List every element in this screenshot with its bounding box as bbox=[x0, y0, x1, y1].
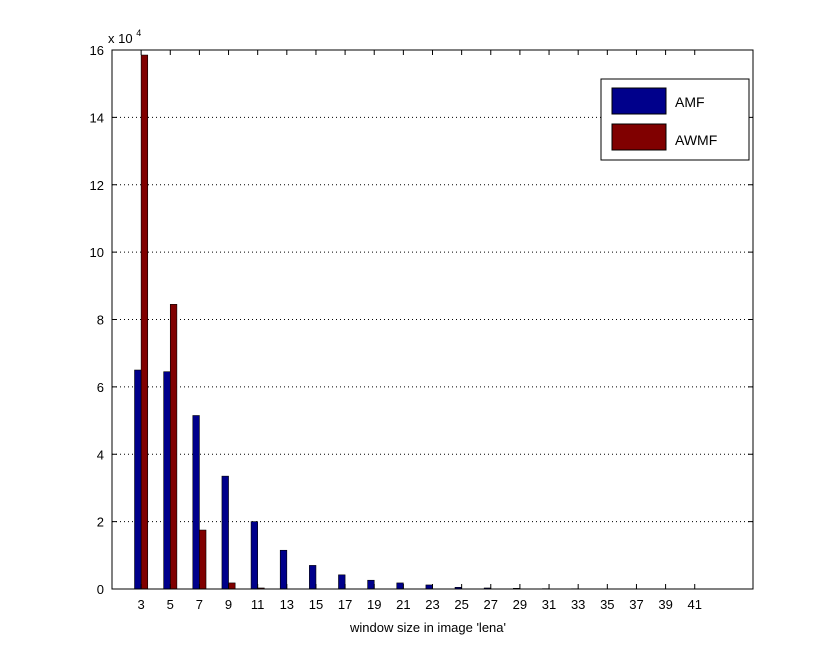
y-tick-label: 0 bbox=[97, 582, 104, 597]
x-tick-label: 9 bbox=[225, 597, 232, 612]
bar-amf-7 bbox=[192, 415, 200, 590]
x-tick-label: 11 bbox=[251, 597, 265, 612]
x-tick-label: 39 bbox=[658, 597, 672, 612]
bar-amf-23 bbox=[425, 584, 433, 590]
y-multiplier: x 10 4 bbox=[108, 28, 141, 46]
bar-amf-17 bbox=[338, 574, 346, 590]
bar-amf-19 bbox=[367, 579, 375, 590]
x-tick-label: 13 bbox=[280, 597, 294, 612]
bar-amf-15 bbox=[309, 565, 317, 590]
x-tick-label: 3 bbox=[138, 597, 145, 612]
y-tick-label: 12 bbox=[90, 178, 104, 193]
bar-amf-9 bbox=[221, 475, 229, 590]
x-tick-label: 19 bbox=[367, 597, 381, 612]
x-tick-label: 37 bbox=[629, 597, 643, 612]
x-tick-label: 17 bbox=[338, 597, 352, 612]
y-multiplier-exponent: 4 bbox=[136, 28, 141, 38]
x-tick-label: 25 bbox=[454, 597, 468, 612]
y-tick-label: 10 bbox=[90, 245, 104, 260]
x-tick-label: 41 bbox=[687, 597, 701, 612]
bar-amf-11 bbox=[250, 521, 258, 590]
gridlines bbox=[112, 116, 753, 523]
y-tick-label: 8 bbox=[97, 313, 104, 328]
y-multiplier-base: x 10 bbox=[108, 31, 133, 46]
x-axis-label: window size in image 'lena' bbox=[349, 620, 506, 635]
x-tick-label: 5 bbox=[167, 597, 174, 612]
plot-frame bbox=[111, 49, 754, 590]
bar-awmf-9 bbox=[228, 582, 236, 590]
legend-swatch-awmf bbox=[611, 123, 667, 151]
y-tick-label: 6 bbox=[97, 380, 104, 395]
y-tick-label: 4 bbox=[97, 447, 104, 462]
bar-amf-5 bbox=[163, 371, 171, 590]
bar-awmf-5 bbox=[169, 304, 178, 590]
y-tick-labels: 0 2 4 6 8 10 12 14 16 bbox=[90, 43, 104, 597]
bar-amf-21 bbox=[396, 582, 404, 590]
x-tick-label: 7 bbox=[196, 597, 203, 612]
x-tick-label: 21 bbox=[396, 597, 410, 612]
x-tick-label: 33 bbox=[571, 597, 585, 612]
x-tick-label: 15 bbox=[309, 597, 323, 612]
legend-label-amf: AMF bbox=[675, 94, 705, 110]
x-tick-label: 27 bbox=[484, 597, 498, 612]
legend: AMF AWMF bbox=[600, 78, 750, 161]
y-tick-label: 2 bbox=[97, 515, 104, 530]
bar-awmf-3 bbox=[140, 54, 149, 590]
axes bbox=[111, 49, 754, 590]
x-tick-labels: 3 5 7 9 11 13 15 17 19 21 23 25 27 29 31 33 35 37 39 41 bbox=[138, 597, 702, 612]
x-tick-label: 31 bbox=[542, 597, 556, 612]
legend-label-awmf: AWMF bbox=[675, 132, 717, 148]
bar-amf-13 bbox=[279, 549, 288, 590]
x-tick-label: 29 bbox=[513, 597, 527, 612]
x-tick-label: 35 bbox=[600, 597, 614, 612]
y-tick-label: 14 bbox=[90, 110, 104, 125]
y-tick-label: 16 bbox=[90, 43, 104, 58]
bar-amf-3 bbox=[134, 369, 142, 590]
bar-awmf-7 bbox=[199, 529, 207, 590]
x-tick-label: 23 bbox=[425, 597, 439, 612]
legend-swatch-amf bbox=[611, 87, 667, 115]
